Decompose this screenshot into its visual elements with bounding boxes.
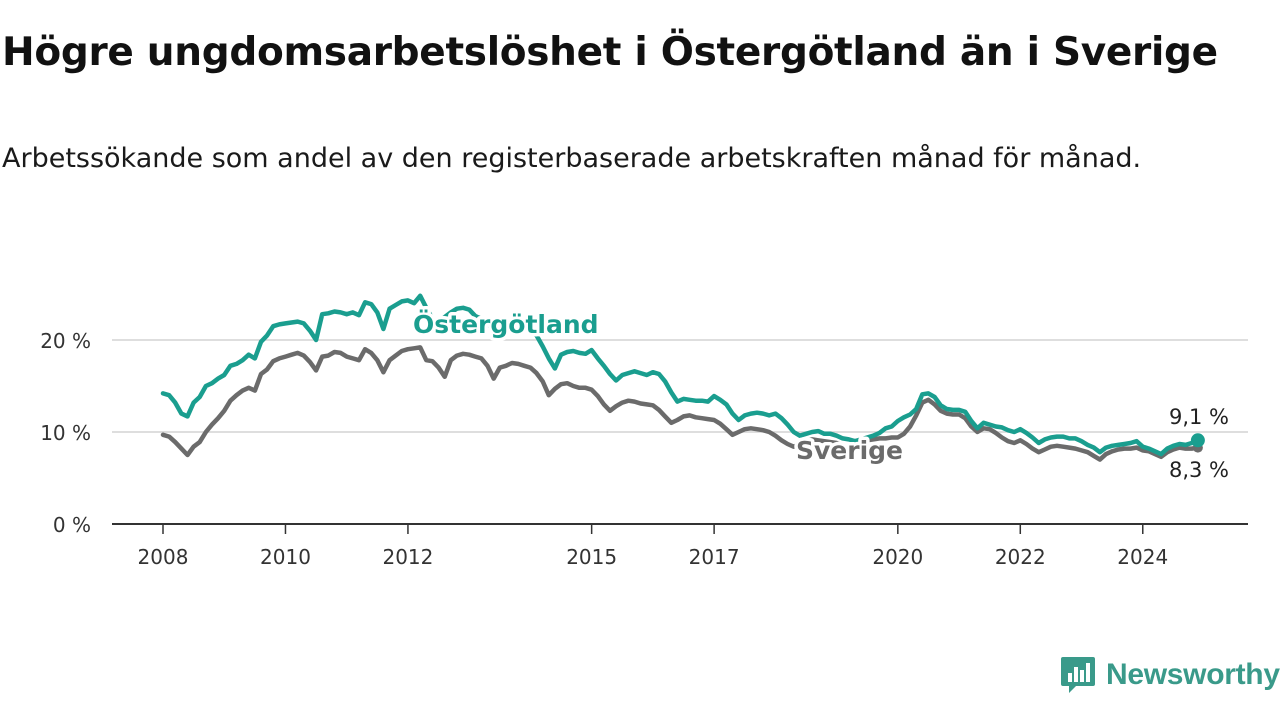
x-tick-label: 2024	[1117, 545, 1168, 569]
series-line-sverige	[160, 345, 1201, 462]
series-line-ostergotland	[160, 293, 1201, 457]
brand-name: Newsworthy	[1106, 658, 1280, 691]
end-label-ostergotland: 9,1 %	[1169, 405, 1229, 429]
x-tick-label: 2020	[872, 545, 923, 569]
x-tick-label: 2010	[260, 545, 311, 569]
gridlines	[112, 339, 1248, 433]
series-label-sverige: Sverige	[796, 436, 903, 465]
chart-title: Högre ungdomsarbetslöshet i Östergötland…	[2, 30, 1218, 75]
end-label-sverige: 8,3 %	[1169, 458, 1229, 482]
end-point-ostergotland	[1190, 433, 1205, 448]
x-tick-label: 2012	[382, 545, 433, 569]
x-tick-label: 2022	[995, 545, 1046, 569]
x-tick-label: 2008	[138, 545, 189, 569]
y-tick-label: 10 %	[40, 421, 91, 445]
brand-logo: Newsworthy	[1060, 655, 1280, 695]
y-tick-label: 0 %	[53, 513, 91, 537]
series-lines	[160, 293, 1205, 462]
newsworthy-logo-icon	[1061, 657, 1095, 693]
x-tick-label: 2017	[689, 545, 740, 569]
x-tick-label: 2015	[566, 545, 617, 569]
chart-subtitle: Arbetssökande som andel av den registerb…	[2, 143, 1142, 174]
series-label-ostergotland: Östergötland	[413, 309, 599, 339]
y-tick-label: 20 %	[40, 329, 91, 353]
x-axis: 2008 2010 2012 2015 2017 2020 2022 2024	[112, 523, 1248, 569]
series-labels: Östergötland Sverige 9,1 % 8,3 %	[410, 306, 1232, 485]
y-axis-labels: 0 % 10 % 20 %	[40, 329, 91, 537]
